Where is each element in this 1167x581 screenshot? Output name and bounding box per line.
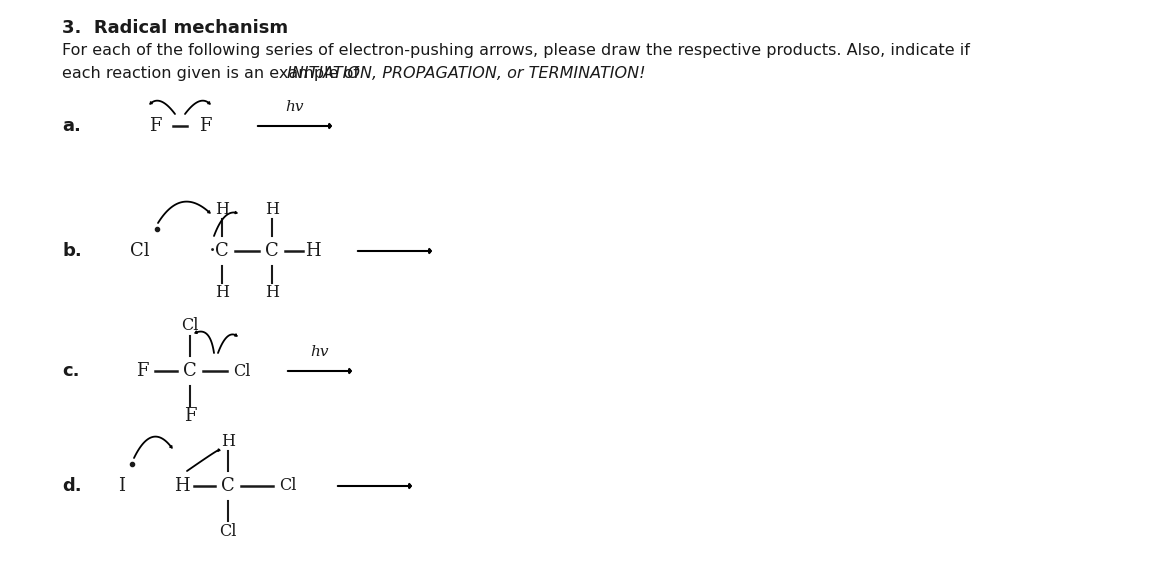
Text: H: H xyxy=(221,432,235,450)
Text: I: I xyxy=(119,477,126,495)
Text: Cl: Cl xyxy=(233,363,251,379)
Text: H: H xyxy=(306,242,321,260)
Text: ·: · xyxy=(209,240,216,262)
Text: hv: hv xyxy=(286,100,305,114)
Text: Cl: Cl xyxy=(219,522,237,540)
Text: F: F xyxy=(198,117,211,135)
Text: F: F xyxy=(183,407,196,425)
Text: F: F xyxy=(135,362,148,380)
Text: H: H xyxy=(265,285,279,302)
Text: d.: d. xyxy=(62,477,82,495)
Text: Cl: Cl xyxy=(279,478,296,494)
Text: For each of the following series of electron-pushing arrows, please draw the res: For each of the following series of elec… xyxy=(62,43,970,58)
Text: c.: c. xyxy=(62,362,79,380)
Text: INITIATION, PROPAGATION, or TERMINATION!: INITIATION, PROPAGATION, or TERMINATION! xyxy=(287,66,645,81)
Text: b.: b. xyxy=(62,242,82,260)
Text: C: C xyxy=(265,242,279,260)
Text: hv: hv xyxy=(310,345,329,359)
Text: C: C xyxy=(215,242,229,260)
Text: a.: a. xyxy=(62,117,81,135)
Text: H: H xyxy=(174,477,190,495)
Text: C: C xyxy=(183,362,197,380)
Text: Cl: Cl xyxy=(131,242,149,260)
Text: each reaction given is an example of: each reaction given is an example of xyxy=(62,66,364,81)
Text: Cl: Cl xyxy=(181,317,198,335)
Text: H: H xyxy=(265,200,279,217)
Text: F: F xyxy=(148,117,161,135)
Text: H: H xyxy=(215,285,229,302)
Text: H: H xyxy=(215,200,229,217)
Text: 3.  Radical mechanism: 3. Radical mechanism xyxy=(62,19,288,37)
Text: C: C xyxy=(221,477,235,495)
